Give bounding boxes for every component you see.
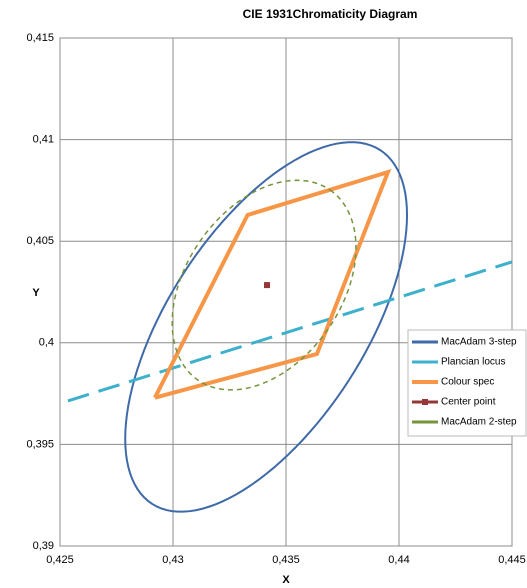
y-tick-label: 0,4 bbox=[39, 337, 54, 349]
x-tick-label: 0,425 bbox=[46, 554, 74, 566]
legend-label: MacAdam 2-step bbox=[441, 417, 517, 428]
locus-line bbox=[67, 260, 513, 403]
plot-frame bbox=[59, 37, 513, 547]
y-tick-label: 0,41 bbox=[33, 134, 54, 146]
y-tick-label: 0,395 bbox=[26, 438, 54, 450]
y-tick-label: 0,405 bbox=[26, 235, 54, 247]
chart-title: CIE 1931Chromaticity Diagram bbox=[243, 7, 418, 21]
legend-label: Plancian locus bbox=[441, 357, 505, 368]
y-tick-label: 0,415 bbox=[26, 32, 54, 44]
y-tick-label: 0,39 bbox=[33, 540, 54, 552]
legend-label: Colour spec bbox=[441, 377, 494, 388]
x-tick-label: 0,445 bbox=[498, 554, 526, 566]
polygon-line bbox=[153, 168, 392, 400]
legend-label: Center point bbox=[441, 397, 496, 408]
ellipse bbox=[124, 141, 409, 513]
legend-label: MacAdam 3-step bbox=[441, 337, 517, 348]
ellipse bbox=[171, 179, 357, 391]
y-axis-label: Y bbox=[32, 287, 40, 299]
center-point bbox=[264, 282, 271, 289]
x-tick-label: 0,44 bbox=[388, 554, 409, 566]
legend-marker bbox=[422, 399, 428, 405]
x-tick-label: 0,43 bbox=[162, 554, 183, 566]
x-axis-label: X bbox=[282, 574, 290, 586]
x-tick-label: 0,435 bbox=[272, 554, 300, 566]
